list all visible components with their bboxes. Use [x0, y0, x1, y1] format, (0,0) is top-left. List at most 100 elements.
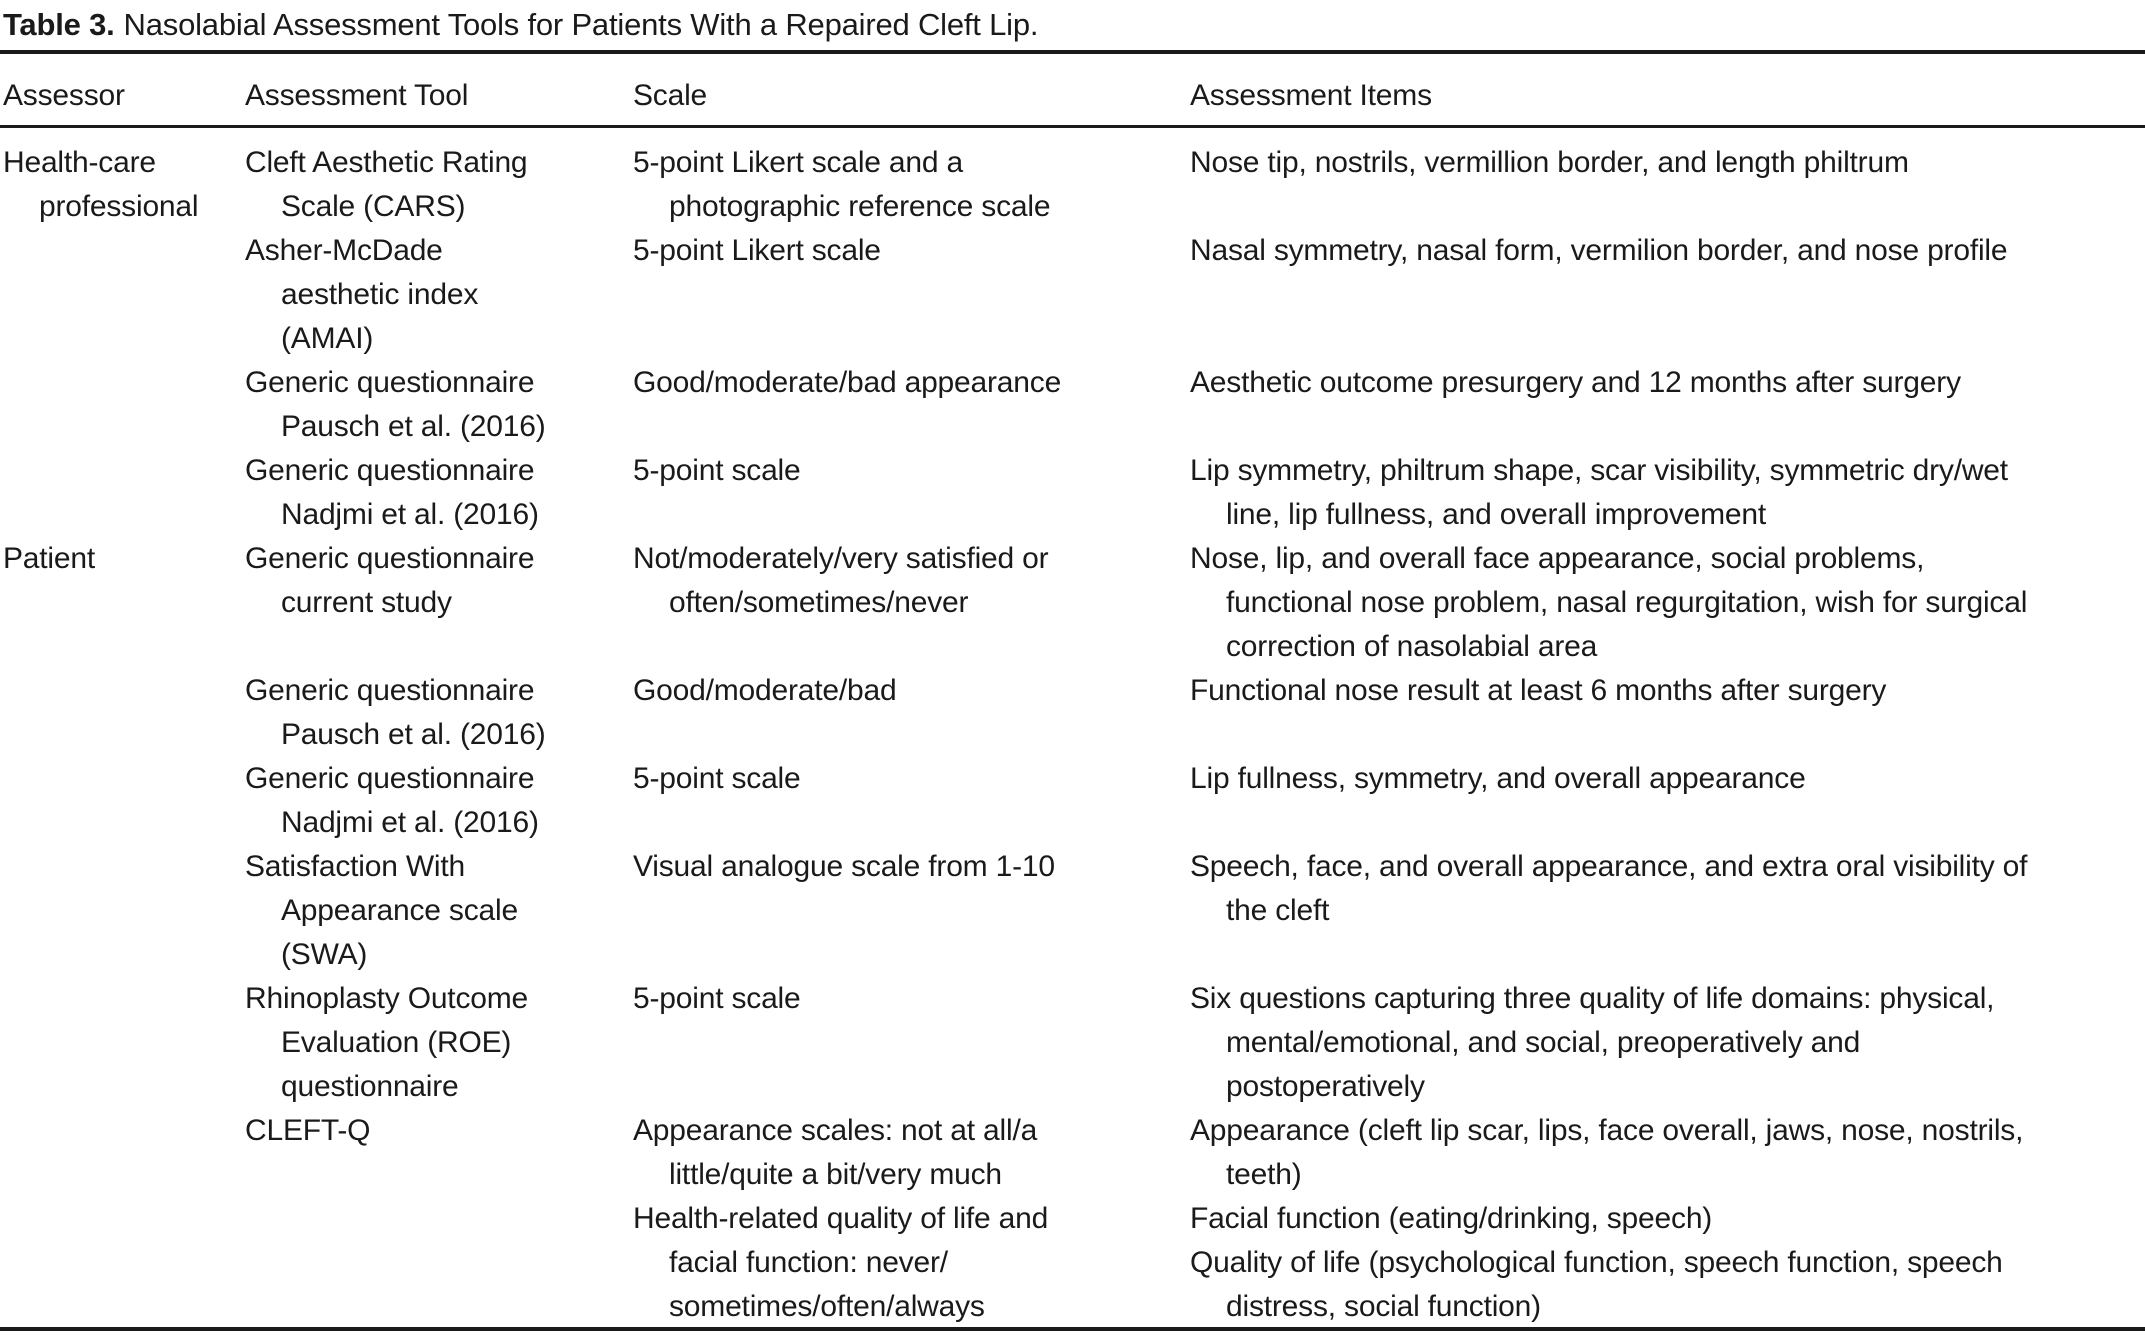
cell-items: Lip symmetry, philtrum shape, scar visib… — [1190, 449, 2145, 537]
column-header-scale: Scale — [633, 79, 708, 112]
table-row: Health-care professional Cleft Aesthetic R… — [3, 141, 2145, 229]
cell-line: Generic questionnaire — [245, 366, 535, 399]
cell-scale: 5-point Likert scale — [633, 229, 1190, 361]
cell-line: Six questions capturing three quality of… — [1190, 982, 1995, 1015]
cell-line: Lip fullness, symmetry, and overall appe… — [1190, 762, 1806, 795]
cell-line: Evaluation (ROE) — [281, 1026, 512, 1059]
cell-tool: Generic questionnaire Pausch et al. (2016… — [245, 361, 633, 449]
table-row: Satisfaction With Appearance scale (SWA) Vi… — [3, 845, 2145, 977]
cell-tool: Generic questionnaire Nadjmi et al. (2016… — [245, 449, 633, 537]
cell-tool: Satisfaction With Appearance scale (SWA) — [245, 845, 633, 977]
cell-assessor — [3, 361, 245, 449]
cell-line: postoperatively — [1226, 1070, 1425, 1103]
cell-line: Nose, lip, and overall face appearance, … — [1190, 542, 1925, 575]
table-row: Generic questionnaire Nadjmi et al. (2016… — [3, 449, 2145, 537]
cell-tool: Generic questionnaire current study — [245, 537, 633, 669]
cell-scale: Appearance scales: not at all/a little/qu… — [633, 1109, 1190, 1329]
cell-line: Rhinoplasty Outcome — [245, 982, 529, 1015]
cell-line: Nadjmi et al. (2016) — [281, 498, 539, 531]
cell-line: Health-care — [3, 146, 156, 179]
cell-line: Health-related quality of life and — [633, 1202, 1049, 1235]
cell-scale: Not/moderately/very satisfied or often/so… — [633, 537, 1190, 669]
cell-line: aesthetic index — [281, 278, 479, 311]
column-header-assessor: Assessor — [3, 79, 125, 112]
cell-line: line, lip fullness, and overall improvem… — [1226, 498, 1766, 531]
cell-line: (SWA) — [281, 938, 368, 971]
table-row: Generic questionnaire Pausch et al. (2016… — [3, 669, 2145, 757]
table-row: Patient Generic questionnaire current stud… — [3, 537, 2145, 669]
cell-line: Scale (CARS) — [281, 190, 466, 223]
cell-line: Pausch et al. (2016) — [281, 718, 546, 751]
cell-line: Satisfaction With — [245, 850, 466, 883]
cell-line: Quality of life (psychological function,… — [1190, 1246, 2003, 1279]
cell-line: Generic questionnaire — [245, 674, 535, 707]
cell-line: Not/moderately/very satisfied or — [633, 542, 1049, 575]
cell-assessor — [3, 229, 245, 361]
cell-tool: Rhinoplasty Outcome Evaluation (ROE) quest… — [245, 977, 633, 1109]
cell-line: 5-point scale — [633, 762, 801, 795]
cell-line: Generic questionnaire — [245, 542, 535, 575]
cell-line: Nose tip, nostrils, vermillion border, a… — [1190, 146, 1909, 179]
column-header-assessment-tool: Assessment Tool — [245, 79, 469, 112]
cell-scale: Good/moderate/bad appearance — [633, 361, 1190, 449]
cell-line: often/sometimes/never — [669, 586, 969, 619]
cell-line: (AMAI) — [281, 322, 374, 355]
cell-line: Patient — [3, 542, 95, 575]
cell-items: Appearance (cleft lip scar, lips, face o… — [1190, 1109, 2145, 1329]
cell-scale: 5-point Likert scale and a photographic r… — [633, 141, 1190, 229]
cell-scale: Visual analogue scale from 1-10 — [633, 845, 1190, 977]
cell-scale: 5-point scale — [633, 977, 1190, 1109]
cell-line: facial function: never/ — [669, 1246, 948, 1279]
cell-assessor — [3, 449, 245, 537]
cell-scale: 5-point scale — [633, 757, 1190, 845]
table-number-label: Table 3. — [3, 7, 115, 42]
cell-assessor — [3, 669, 245, 757]
table-row: Rhinoplasty Outcome Evaluation (ROE) quest… — [3, 977, 2145, 1109]
cell-items: Speech, face, and overall appearance, an… — [1190, 845, 2145, 977]
cell-scale: Good/moderate/bad — [633, 669, 1190, 757]
cell-line: Asher-McDade — [245, 234, 443, 267]
cell-line: questionnaire — [281, 1070, 459, 1103]
table-body: Health-care professional Cleft Aesthetic R… — [0, 128, 2145, 1331]
cell-items: Lip fullness, symmetry, and overall appe… — [1190, 757, 2145, 845]
cell-assessor — [3, 977, 245, 1109]
column-header-assessment-items: Assessment Items — [1190, 79, 1432, 112]
cell-tool: CLEFT-Q — [245, 1109, 633, 1329]
cell-items: Nose, lip, and overall face appearance, … — [1190, 537, 2145, 669]
cell-line: sometimes/often/always — [669, 1290, 985, 1323]
cell-line: Generic questionnaire — [245, 762, 535, 795]
cell-line: the cleft — [1226, 894, 1330, 927]
cell-line: Aesthetic outcome presurgery and 12 mont… — [1190, 366, 1961, 399]
table-row: Generic questionnaire Nadjmi et al. (2016… — [3, 757, 2145, 845]
cell-line: Good/moderate/bad — [633, 674, 897, 707]
cell-line: Appearance (cleft lip scar, lips, face o… — [1190, 1114, 2024, 1147]
table-title-text: Nasolabial Assessment Tools for Patients… — [123, 7, 1039, 42]
cell-line: Appearance scale — [281, 894, 518, 927]
cell-line: Generic questionnaire — [245, 454, 535, 487]
cell-assessor: Health-care professional — [3, 141, 245, 229]
cell-line: teeth) — [1226, 1158, 1302, 1191]
cell-line: functional nose problem, nasal regurgita… — [1226, 586, 2028, 619]
cell-line: Lip symmetry, philtrum shape, scar visib… — [1190, 454, 2008, 487]
cell-line: CLEFT-Q — [245, 1114, 371, 1147]
cell-line: Visual analogue scale from 1-10 — [633, 850, 1055, 883]
cell-assessor: Patient — [3, 537, 245, 669]
cell-line: distress, social function) — [1226, 1290, 1541, 1323]
table-row: CLEFT-Q Appearance scales: not at all/a li… — [3, 1109, 2145, 1329]
cell-assessor — [3, 757, 245, 845]
cell-items: Functional nose result at least 6 months… — [1190, 669, 2145, 757]
cell-line: correction of nasolabial area — [1226, 630, 1598, 663]
table-row: Asher-McDade aesthetic index (AMAI) 5-point… — [3, 229, 2145, 361]
cell-line: photographic reference scale — [669, 190, 1051, 223]
cell-line: Good/moderate/bad appearance — [633, 366, 1062, 399]
cell-scale: 5-point scale — [633, 449, 1190, 537]
cell-tool: Cleft Aesthetic Rating Scale (CARS) — [245, 141, 633, 229]
cell-line: 5-point scale — [633, 982, 801, 1015]
table-row: Generic questionnaire Pausch et al. (2016… — [3, 361, 2145, 449]
cell-line: Nasal symmetry, nasal form, vermilion bo… — [1190, 234, 2008, 267]
cell-line: Cleft Aesthetic Rating — [245, 146, 528, 179]
cell-items: Aesthetic outcome presurgery and 12 mont… — [1190, 361, 2145, 449]
cell-items: Nasal symmetry, nasal form, vermilion bo… — [1190, 229, 2145, 361]
table-title: Table 3. Nasolabial Assessment Tools for… — [0, 0, 2145, 54]
